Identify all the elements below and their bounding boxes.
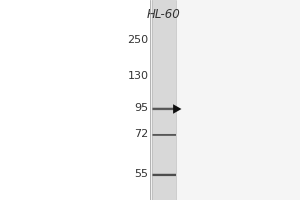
Bar [176, 0, 300, 200]
Polygon shape [173, 104, 182, 114]
Text: HL-60: HL-60 [147, 7, 180, 21]
Bar [152, 175, 176, 176]
Text: 130: 130 [128, 71, 148, 81]
Bar [0, 0, 150, 200]
Bar [152, 134, 176, 135]
Bar [152, 109, 176, 110]
Bar [152, 173, 176, 174]
Bar [152, 133, 176, 134]
Bar [152, 107, 176, 108]
Bar [152, 109, 176, 110]
Bar [152, 110, 176, 111]
Bar [152, 110, 176, 111]
Text: 55: 55 [134, 169, 148, 179]
Bar [152, 133, 176, 134]
Text: 72: 72 [134, 129, 148, 139]
Bar [152, 135, 176, 136]
Bar [152, 174, 176, 175]
Text: 250: 250 [128, 35, 148, 45]
Bar [152, 133, 176, 134]
Bar [152, 107, 176, 108]
Text: 95: 95 [134, 103, 148, 113]
Bar [152, 134, 176, 135]
Bar [152, 108, 176, 109]
Bar [152, 108, 176, 109]
Bar [152, 134, 176, 135]
Bar [152, 135, 176, 136]
Bar [152, 173, 176, 174]
Bar [152, 175, 176, 176]
Bar [152, 175, 176, 176]
Bar [152, 174, 176, 175]
Bar [152, 135, 176, 136]
Bar [152, 176, 176, 177]
Bar [152, 107, 176, 108]
Bar [152, 0, 176, 200]
Bar [152, 173, 176, 174]
Bar [150, 0, 300, 200]
Bar [152, 136, 176, 137]
Bar [152, 176, 176, 177]
